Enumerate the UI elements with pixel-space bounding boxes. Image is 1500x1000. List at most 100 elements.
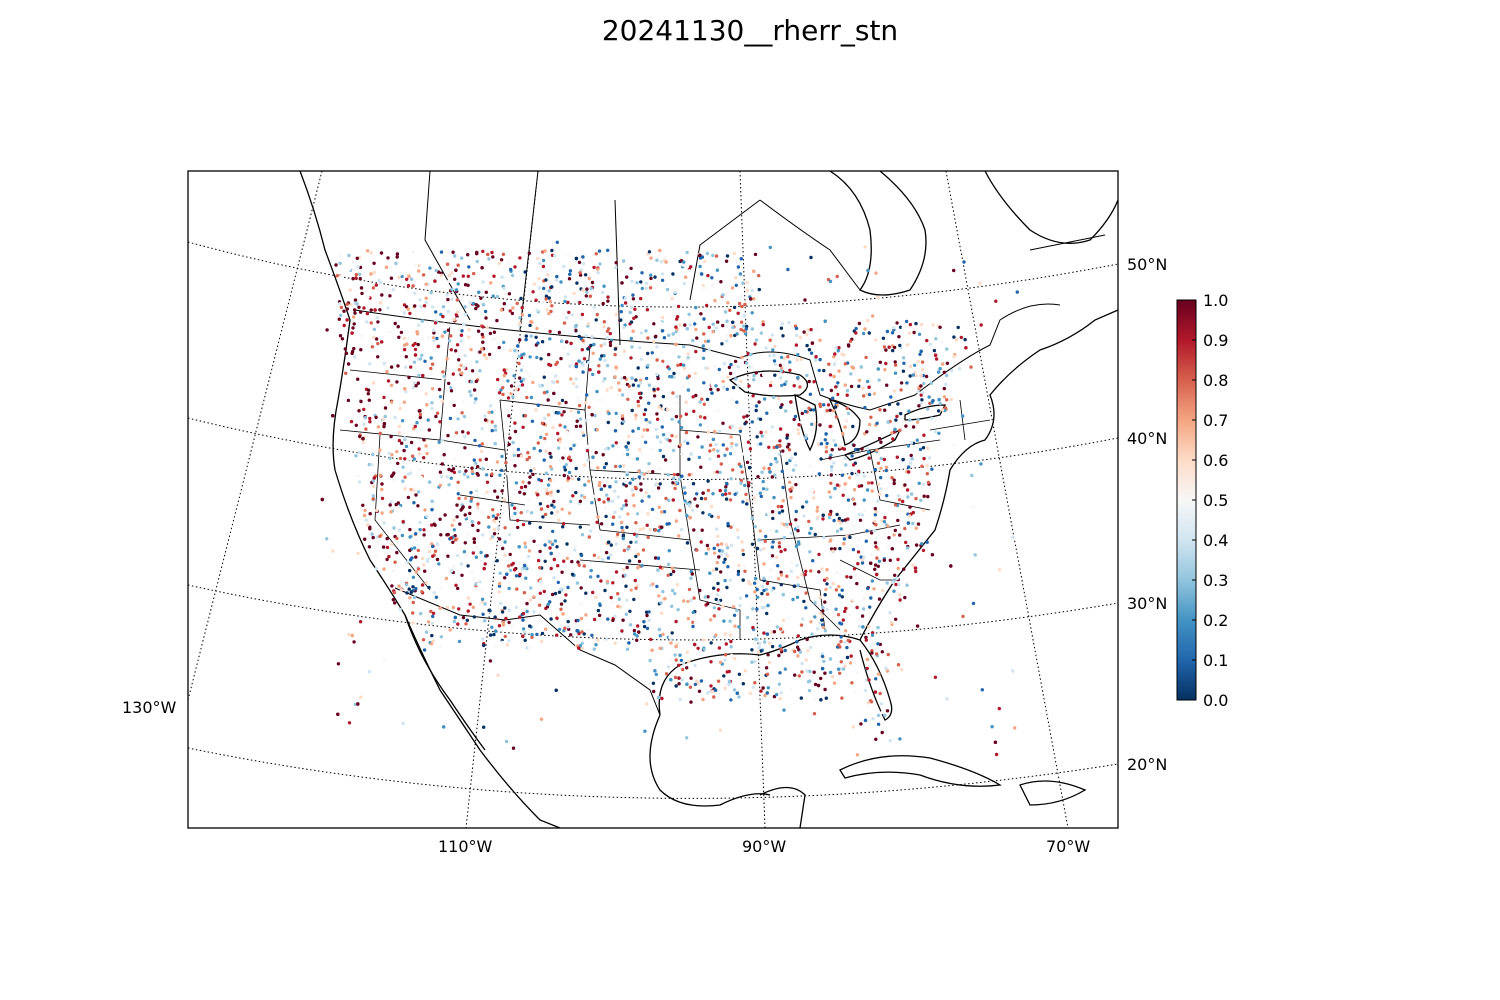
station-dot xyxy=(560,507,564,511)
station-dot xyxy=(595,520,599,524)
station-dot xyxy=(421,575,425,579)
station-dot xyxy=(805,669,809,673)
station-dot xyxy=(414,532,418,536)
station-dot xyxy=(397,335,401,339)
station-dot xyxy=(611,600,615,604)
station-dot xyxy=(588,368,592,372)
station-dot xyxy=(446,297,450,302)
station-dot xyxy=(467,335,471,339)
station-dot xyxy=(920,322,924,327)
station-dot xyxy=(809,327,813,332)
station-dot xyxy=(566,619,570,624)
station-dot xyxy=(555,278,559,282)
station-dot xyxy=(519,368,524,372)
station-dot xyxy=(691,395,695,399)
station-dot xyxy=(746,440,751,444)
station-dot xyxy=(762,631,766,635)
station-dot xyxy=(352,322,356,326)
station-dot xyxy=(915,445,919,449)
station-dot xyxy=(336,662,341,666)
station-dot xyxy=(752,496,757,500)
station-dot xyxy=(735,528,740,532)
station-dot xyxy=(450,287,454,292)
station-dot xyxy=(672,472,677,477)
station-dot xyxy=(409,379,413,384)
station-dot xyxy=(683,439,687,443)
station-dot xyxy=(819,676,823,681)
station-dot xyxy=(459,562,464,566)
station-dot xyxy=(744,327,748,331)
station-dot xyxy=(502,348,506,352)
station-dot xyxy=(596,574,600,578)
station-dot xyxy=(700,255,704,259)
station-dot xyxy=(614,570,619,574)
station-dot xyxy=(555,274,559,279)
station-dot xyxy=(741,578,745,582)
station-dot xyxy=(875,448,879,453)
station-dot xyxy=(466,283,470,287)
station-dot xyxy=(793,649,797,654)
station-dot xyxy=(424,296,428,300)
station-dot xyxy=(779,549,783,554)
station-dot xyxy=(458,522,462,526)
station-dot xyxy=(719,553,723,557)
station-dot xyxy=(577,646,581,650)
station-dot xyxy=(620,629,624,633)
station-dot xyxy=(698,400,702,404)
station-dot xyxy=(743,302,747,307)
station-dot xyxy=(760,434,764,438)
station-dot xyxy=(739,293,744,297)
station-dot xyxy=(576,396,580,400)
station-dot xyxy=(829,453,833,457)
station-dot xyxy=(675,317,679,321)
station-dot xyxy=(483,602,487,606)
station-dot xyxy=(797,423,801,427)
station-dot xyxy=(726,565,730,569)
station-dot xyxy=(391,288,395,292)
station-dot xyxy=(712,429,717,434)
station-dot xyxy=(325,328,329,332)
station-dot xyxy=(632,532,637,536)
station-dot xyxy=(431,611,436,615)
station-dot xyxy=(937,431,941,435)
station-dot xyxy=(905,583,909,587)
station-dot xyxy=(483,309,488,314)
station-dot xyxy=(449,389,454,393)
station-dot xyxy=(857,384,861,388)
station-dot xyxy=(345,318,349,322)
station-dot xyxy=(751,607,755,611)
station-dot xyxy=(420,590,424,594)
station-dot xyxy=(704,366,708,370)
station-dot xyxy=(611,499,615,504)
station-dot xyxy=(736,265,741,269)
station-dot xyxy=(806,328,810,332)
station-dot xyxy=(660,350,664,354)
station-dot xyxy=(826,403,831,407)
station-dot xyxy=(855,473,859,477)
station-dot xyxy=(649,276,653,281)
station-dot xyxy=(421,638,426,642)
station-dot xyxy=(1013,726,1017,730)
station-dot xyxy=(842,667,846,671)
station-dot xyxy=(399,600,403,605)
station-dot xyxy=(868,605,872,609)
station-dot xyxy=(631,297,636,301)
station-dot xyxy=(767,466,771,471)
station-dot xyxy=(759,430,763,435)
station-dot xyxy=(437,270,441,274)
station-dot xyxy=(521,377,526,381)
station-dot xyxy=(586,458,590,462)
station-dot xyxy=(904,540,908,545)
station-dot xyxy=(922,494,926,498)
station-dot xyxy=(654,427,658,432)
station-dot xyxy=(702,647,706,651)
station-dot xyxy=(457,496,461,501)
station-dot xyxy=(670,604,674,608)
station-dot xyxy=(438,420,442,424)
station-dot xyxy=(572,291,576,296)
station-dot xyxy=(844,417,848,422)
station-dot xyxy=(834,385,838,389)
station-dot xyxy=(448,628,452,632)
station-dot xyxy=(807,379,811,384)
station-dot xyxy=(679,425,684,430)
